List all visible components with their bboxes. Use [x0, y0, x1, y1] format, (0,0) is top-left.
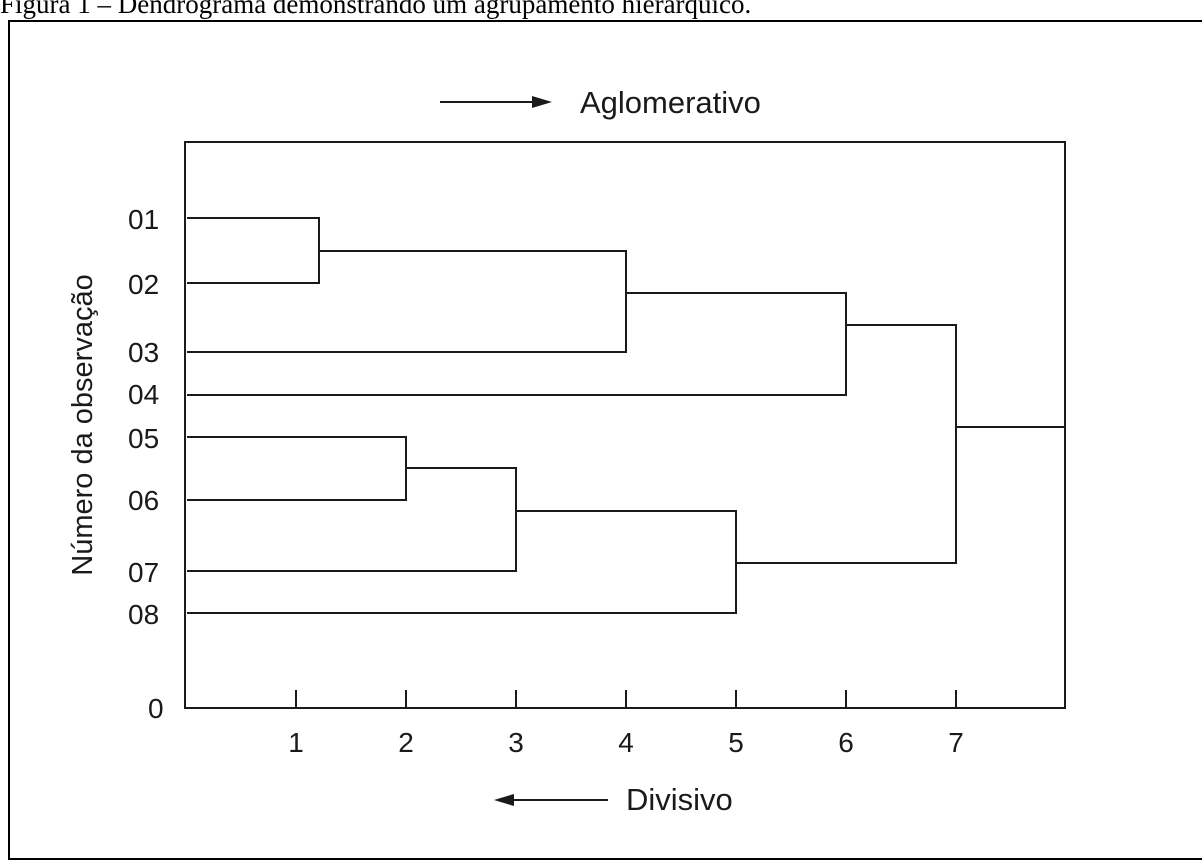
aglomerativo-label: Aglomerativo	[580, 85, 761, 120]
dendrogram-link	[187, 292, 847, 396]
y-tick-label: 0	[148, 693, 164, 724]
dendrogram-link	[187, 217, 320, 284]
x-tick-label: 4	[618, 727, 634, 758]
divisivo-label: Divisivo	[626, 782, 733, 817]
x-tick-labels: 1 2 3 4 5 6 7	[288, 727, 964, 758]
x-tick-label: 6	[838, 727, 854, 758]
x-tick-label: 7	[948, 727, 964, 758]
dendrogram-link	[736, 324, 957, 564]
divisivo-arrow-head	[494, 794, 514, 806]
dendrogram-link	[187, 250, 627, 353]
y-tick-label: 03	[128, 337, 159, 368]
aglomerativo-arrow-head	[532, 96, 552, 108]
y-tick-label: 02	[128, 269, 159, 300]
x-tick-label: 1	[288, 727, 304, 758]
divisivo-arrow	[494, 794, 608, 806]
y-axis-label: Número da observação	[67, 274, 99, 575]
x-tick-label: 3	[508, 727, 524, 758]
y-tick-labels: 01 02 03 04 05 06 07 08 0	[128, 204, 164, 724]
dendrogram-link	[187, 467, 517, 572]
x-tick-label: 5	[728, 727, 744, 758]
dendrogram-link	[187, 436, 407, 501]
y-tick-label: 06	[128, 485, 159, 516]
y-tick-label: 01	[128, 204, 159, 235]
y-tick-label: 07	[128, 557, 159, 588]
dendrogram-link	[187, 510, 737, 614]
x-axis	[295, 690, 957, 708]
plot-box	[184, 141, 1066, 709]
figure-caption: Figura 1 – Dendrograma demonstrando um a…	[0, 0, 752, 19]
x-tick-label: 2	[398, 727, 414, 758]
dendrogram-branches	[187, 217, 1065, 614]
y-tick-label: 05	[128, 423, 159, 454]
y-tick-label: 08	[128, 599, 159, 630]
y-tick-label: 04	[128, 379, 159, 410]
aglomerativo-arrow	[440, 96, 552, 108]
